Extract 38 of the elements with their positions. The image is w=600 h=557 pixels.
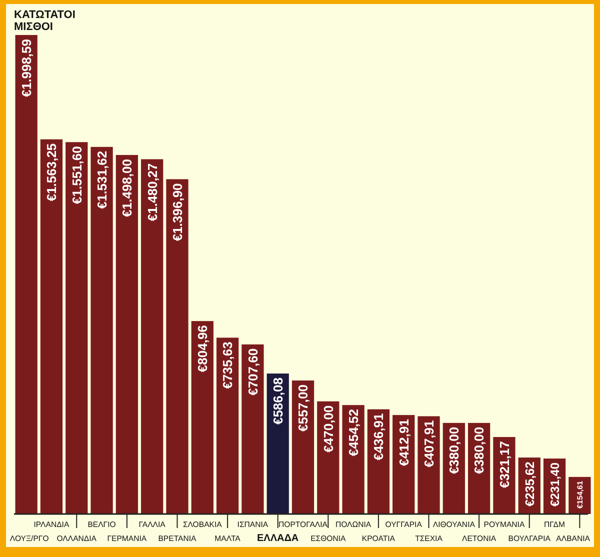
- data-label: €1.551,60: [69, 146, 84, 204]
- data-label: €1.563,25: [44, 143, 60, 202]
- bar: [216, 338, 239, 514]
- data-label: €321,17: [496, 441, 512, 488]
- bar: [166, 179, 188, 514]
- bar: [292, 380, 314, 514]
- bar: [141, 159, 164, 514]
- data-label: €380,00: [472, 426, 487, 474]
- bar: [90, 146, 113, 514]
- bar: [418, 416, 440, 514]
- data-label: €235,62: [522, 461, 537, 506]
- chart-title: ΚΑΤΩΤΑΤΟΙ ΜΙΣΘΟΙ: [14, 9, 76, 33]
- bar: [40, 139, 63, 514]
- x-tick-label: ΕΛΛΑΔΑ: [257, 533, 299, 544]
- data-label: €1.396,90: [170, 183, 185, 242]
- data-label: €407,91: [421, 420, 436, 468]
- bar: [342, 405, 364, 514]
- bar: [116, 154, 138, 514]
- data-label: €380,00: [446, 426, 462, 474]
- bar: [242, 344, 264, 514]
- bar: [15, 35, 38, 514]
- data-label: €1.480,27: [144, 163, 160, 222]
- data-label: €1.998,59: [19, 39, 34, 97]
- data-label: €454,52: [346, 409, 361, 456]
- data-label: €1.498,00: [120, 158, 135, 217]
- bar: [191, 321, 214, 514]
- data-label: €557,00: [296, 384, 311, 432]
- data-label: €804,96: [195, 325, 210, 372]
- data-label: €735,63: [220, 342, 236, 389]
- data-label: €470,00: [320, 405, 336, 452]
- data-label: €586,08: [270, 378, 286, 425]
- data-label: €436,91: [371, 413, 386, 460]
- data-label: €231,40: [548, 462, 562, 507]
- data-label: €707,60: [245, 348, 260, 396]
- data-label: €1.531,62: [94, 150, 110, 209]
- bar: [66, 142, 88, 514]
- data-label: €412,91: [396, 419, 412, 466]
- bar: [266, 374, 289, 514]
